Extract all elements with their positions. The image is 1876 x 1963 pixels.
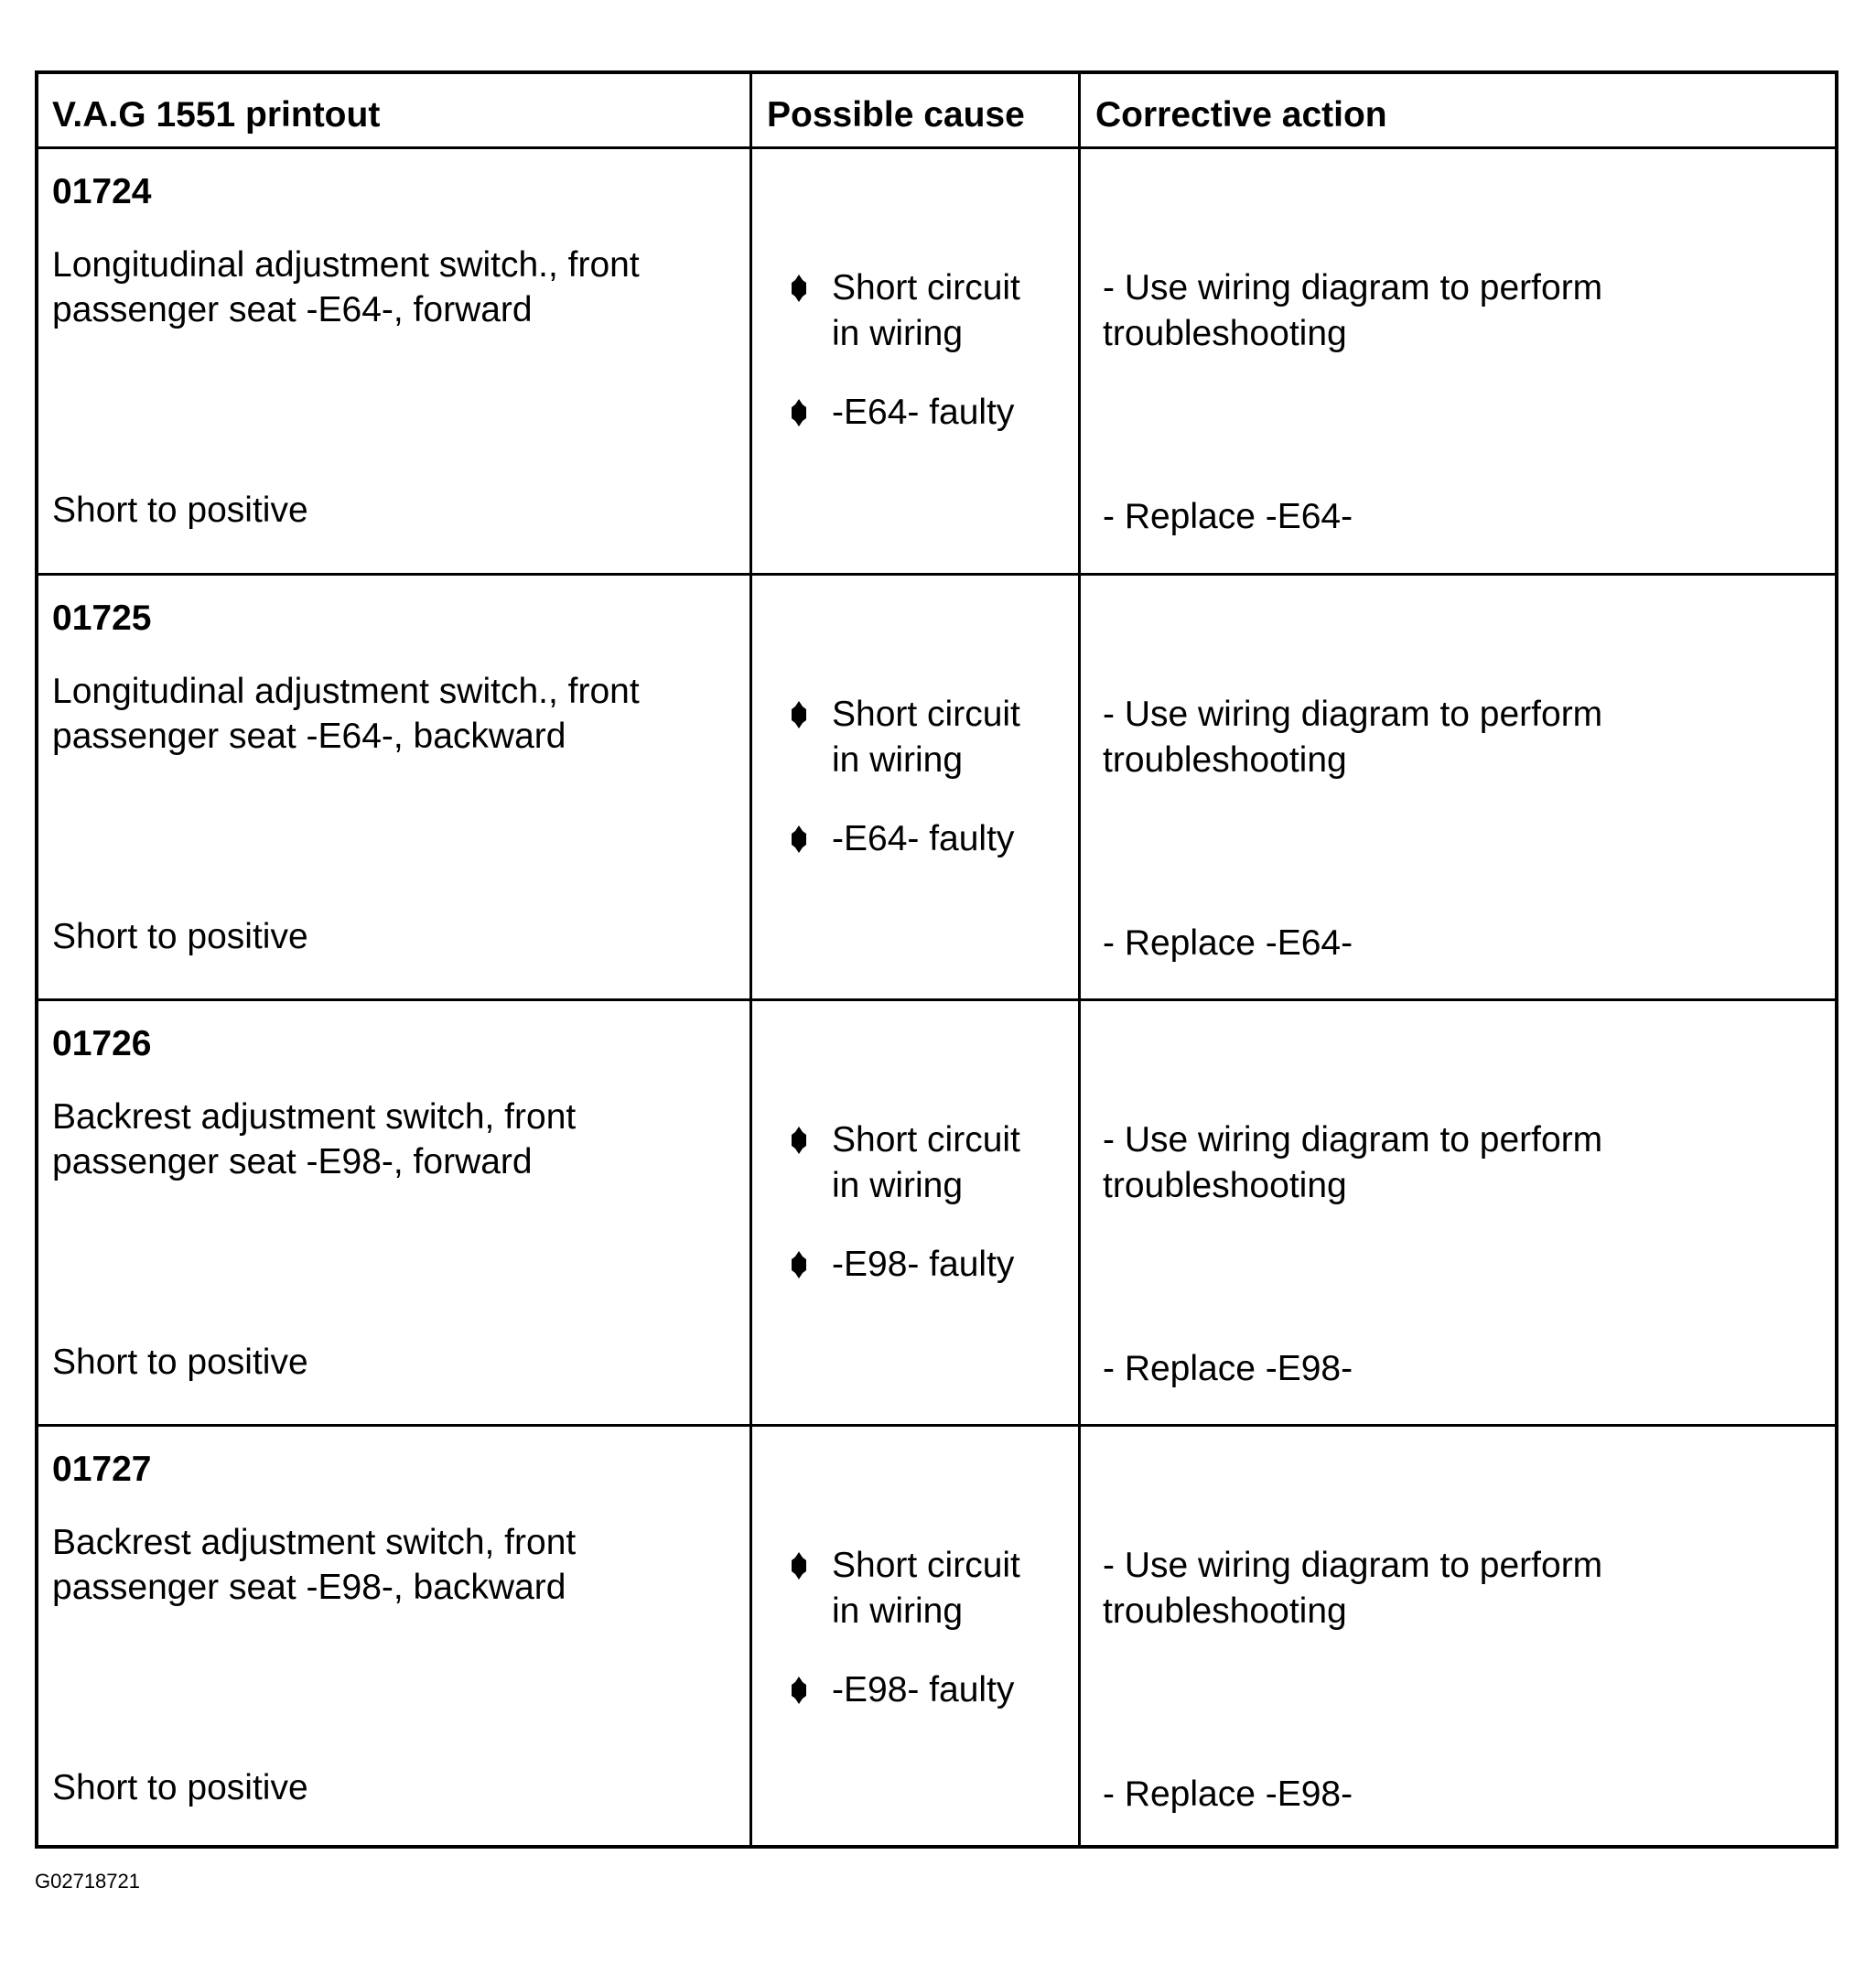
row-divider <box>38 573 1835 576</box>
header-printout: V.A.G 1551 printout <box>52 95 381 135</box>
fault-description: Backrest adjustment switch, front <box>52 1097 577 1137</box>
corrective-action: - Use wiring diagram to perform <box>1103 268 1603 307</box>
table-row: 01727 Backrest adjustment switch, front pa… <box>38 1424 1835 1850</box>
diamond-bullet-icon <box>790 701 808 728</box>
possible-cause: in wiring <box>832 314 964 353</box>
row-divider <box>38 1424 1835 1427</box>
possible-cause: in wiring <box>832 1166 964 1205</box>
corrective-action: troubleshooting <box>1103 314 1347 353</box>
possible-cause: in wiring <box>832 740 964 780</box>
fault-code: 01725 <box>52 599 152 638</box>
possible-cause: -E64- faulty <box>832 819 1015 858</box>
diamond-bullet-icon <box>790 1677 808 1704</box>
fault-description: passenger seat -E64-, backward <box>52 717 566 756</box>
corrective-action: - Use wiring diagram to perform <box>1103 695 1603 734</box>
header-possible-cause: Possible cause <box>767 95 1025 135</box>
header-divider <box>38 146 1835 149</box>
possible-cause: Short circuit <box>832 268 1020 307</box>
fault-description: passenger seat -E64-, forward <box>52 290 533 329</box>
possible-cause: -E64- faulty <box>832 393 1015 432</box>
fault-description: passenger seat -E98-, forward <box>52 1142 533 1181</box>
corrective-action: - Use wiring diagram to perform <box>1103 1120 1603 1159</box>
figure-id: G02718721 <box>35 1870 140 1893</box>
corrective-action: troubleshooting <box>1103 740 1347 780</box>
possible-cause: Short circuit <box>832 1546 1020 1585</box>
corrective-action: troubleshooting <box>1103 1166 1347 1205</box>
table-row: 01726 Backrest adjustment switch, front pa… <box>38 998 1835 1424</box>
diamond-bullet-icon <box>790 1127 808 1154</box>
fault-type: Short to positive <box>52 1768 308 1807</box>
possible-cause: Short circuit <box>832 1120 1020 1159</box>
diamond-bullet-icon <box>790 1251 808 1278</box>
corrective-action: - Replace -E64- <box>1103 923 1353 963</box>
table-row: 01724 Longitudinal adjustment switch., fr… <box>38 146 1835 572</box>
fault-code: 01727 <box>52 1450 152 1489</box>
fault-description: Backrest adjustment switch, front <box>52 1523 577 1562</box>
fault-type: Short to positive <box>52 917 308 956</box>
fault-description: Longitudinal adjustment switch., front <box>52 245 640 285</box>
header-corrective-action: Corrective action <box>1095 95 1387 135</box>
diamond-bullet-icon <box>790 1552 808 1580</box>
fault-code-table: V.A.G 1551 printout Possible cause Corre… <box>35 70 1838 1849</box>
fault-description: passenger seat -E98-, backward <box>52 1568 566 1607</box>
possible-cause: -E98- faulty <box>832 1245 1015 1284</box>
fault-code: 01724 <box>52 172 152 211</box>
column-divider <box>749 74 752 1845</box>
corrective-action: troubleshooting <box>1103 1591 1347 1631</box>
corrective-action: - Replace -E98- <box>1103 1774 1353 1814</box>
fault-description: Longitudinal adjustment switch., front <box>52 672 640 711</box>
fault-code: 01726 <box>52 1024 152 1063</box>
fault-type: Short to positive <box>52 491 308 530</box>
corrective-action: - Replace -E98- <box>1103 1349 1353 1388</box>
possible-cause: -E98- faulty <box>832 1670 1015 1710</box>
column-divider <box>1078 74 1081 1845</box>
row-divider <box>38 998 1835 1001</box>
fault-type: Short to positive <box>52 1343 308 1382</box>
diamond-bullet-icon <box>790 275 808 302</box>
possible-cause: Short circuit <box>832 695 1020 734</box>
possible-cause: in wiring <box>832 1591 964 1631</box>
diamond-bullet-icon <box>790 399 808 426</box>
corrective-action: - Replace -E64- <box>1103 497 1353 536</box>
table-row: 01725 Longitudinal adjustment switch., fr… <box>38 573 1835 998</box>
diamond-bullet-icon <box>790 825 808 853</box>
corrective-action: - Use wiring diagram to perform <box>1103 1546 1603 1585</box>
